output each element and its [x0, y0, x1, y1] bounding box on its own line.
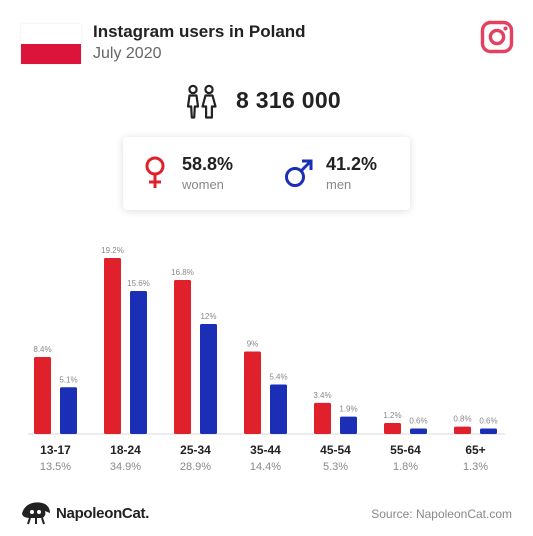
- bar-women-25-34: [174, 280, 191, 434]
- category-label-65+: 65+: [465, 443, 485, 457]
- category-label-45-54: 45-54: [320, 443, 351, 457]
- category-share-18-24: 34.9%: [110, 461, 141, 473]
- category-share-45-54: 5.3%: [323, 461, 348, 473]
- bar-women-18-24: [104, 258, 121, 434]
- data-label-men-65+: 0.6%: [479, 417, 497, 426]
- bar-men-45-54: [340, 416, 357, 434]
- data-label-men-35-44: 5.4%: [269, 373, 287, 382]
- data-label-men-25-34: 12%: [200, 312, 216, 321]
- men-label: men: [326, 177, 352, 192]
- poland-flag-icon: [21, 24, 81, 64]
- source-note: Source: NapoleonCat.com: [371, 507, 512, 521]
- data-label-women-35-44: 9%: [247, 340, 259, 349]
- data-label-women-25-34: 16.8%: [171, 268, 194, 277]
- bar-men-18-24: [130, 291, 147, 434]
- bar-men-13-17: [60, 387, 77, 434]
- men-percent: 41.2%: [326, 154, 378, 174]
- bar-women-45-54: [314, 402, 331, 434]
- category-share-25-34: 28.9%: [180, 461, 211, 473]
- category-share-13-17: 13.5%: [40, 461, 71, 473]
- data-label-men-45-54: 1.9%: [339, 405, 357, 414]
- category-label-18-24: 18-24: [110, 443, 141, 457]
- bar-women-65+: [454, 426, 471, 434]
- category-label-35-44: 35-44: [250, 443, 281, 457]
- total-users: 8 316 000: [236, 87, 342, 113]
- female-symbol-icon: [145, 156, 165, 188]
- bar-women-13-17: [34, 357, 51, 434]
- people-icon: [186, 84, 217, 119]
- brand-name: NapoleonCat.: [56, 505, 150, 522]
- bar-men-25-34: [200, 324, 217, 434]
- data-label-men-13-17: 5.1%: [59, 375, 77, 384]
- data-label-women-55-64: 1.2%: [383, 411, 401, 420]
- page-title: Instagram users in Poland: [93, 22, 306, 41]
- category-share-65+: 1.3%: [463, 461, 488, 473]
- category-share-35-44: 14.4%: [250, 461, 281, 473]
- data-label-women-65+: 0.8%: [453, 415, 471, 424]
- bar-women-55-64: [384, 423, 401, 434]
- data-label-women-13-17: 8.4%: [33, 345, 51, 354]
- bar-men-65+: [480, 428, 497, 434]
- data-label-men-18-24: 15.6%: [127, 279, 150, 288]
- category-label-13-17: 13-17: [40, 443, 71, 457]
- bar-men-35-44: [270, 384, 287, 434]
- category-label-55-64: 55-64: [390, 443, 421, 457]
- male-symbol-icon: [285, 159, 313, 187]
- data-label-women-45-54: 3.4%: [313, 391, 331, 400]
- women-label: women: [182, 177, 224, 192]
- napoleoncat-logo-icon: [22, 502, 50, 525]
- gender-split-card: 58.8% women 41.2% men: [123, 137, 410, 210]
- category-share-55-64: 1.8%: [393, 461, 418, 473]
- data-label-men-55-64: 0.6%: [409, 417, 427, 426]
- women-percent: 58.8%: [182, 154, 234, 174]
- instagram-icon: [480, 20, 514, 54]
- category-label-25-34: 25-34: [180, 443, 211, 457]
- bar-women-35-44: [244, 351, 261, 434]
- data-label-women-18-24: 19.2%: [101, 246, 124, 255]
- page-subtitle: July 2020: [93, 45, 162, 62]
- bar-men-55-64: [410, 428, 427, 434]
